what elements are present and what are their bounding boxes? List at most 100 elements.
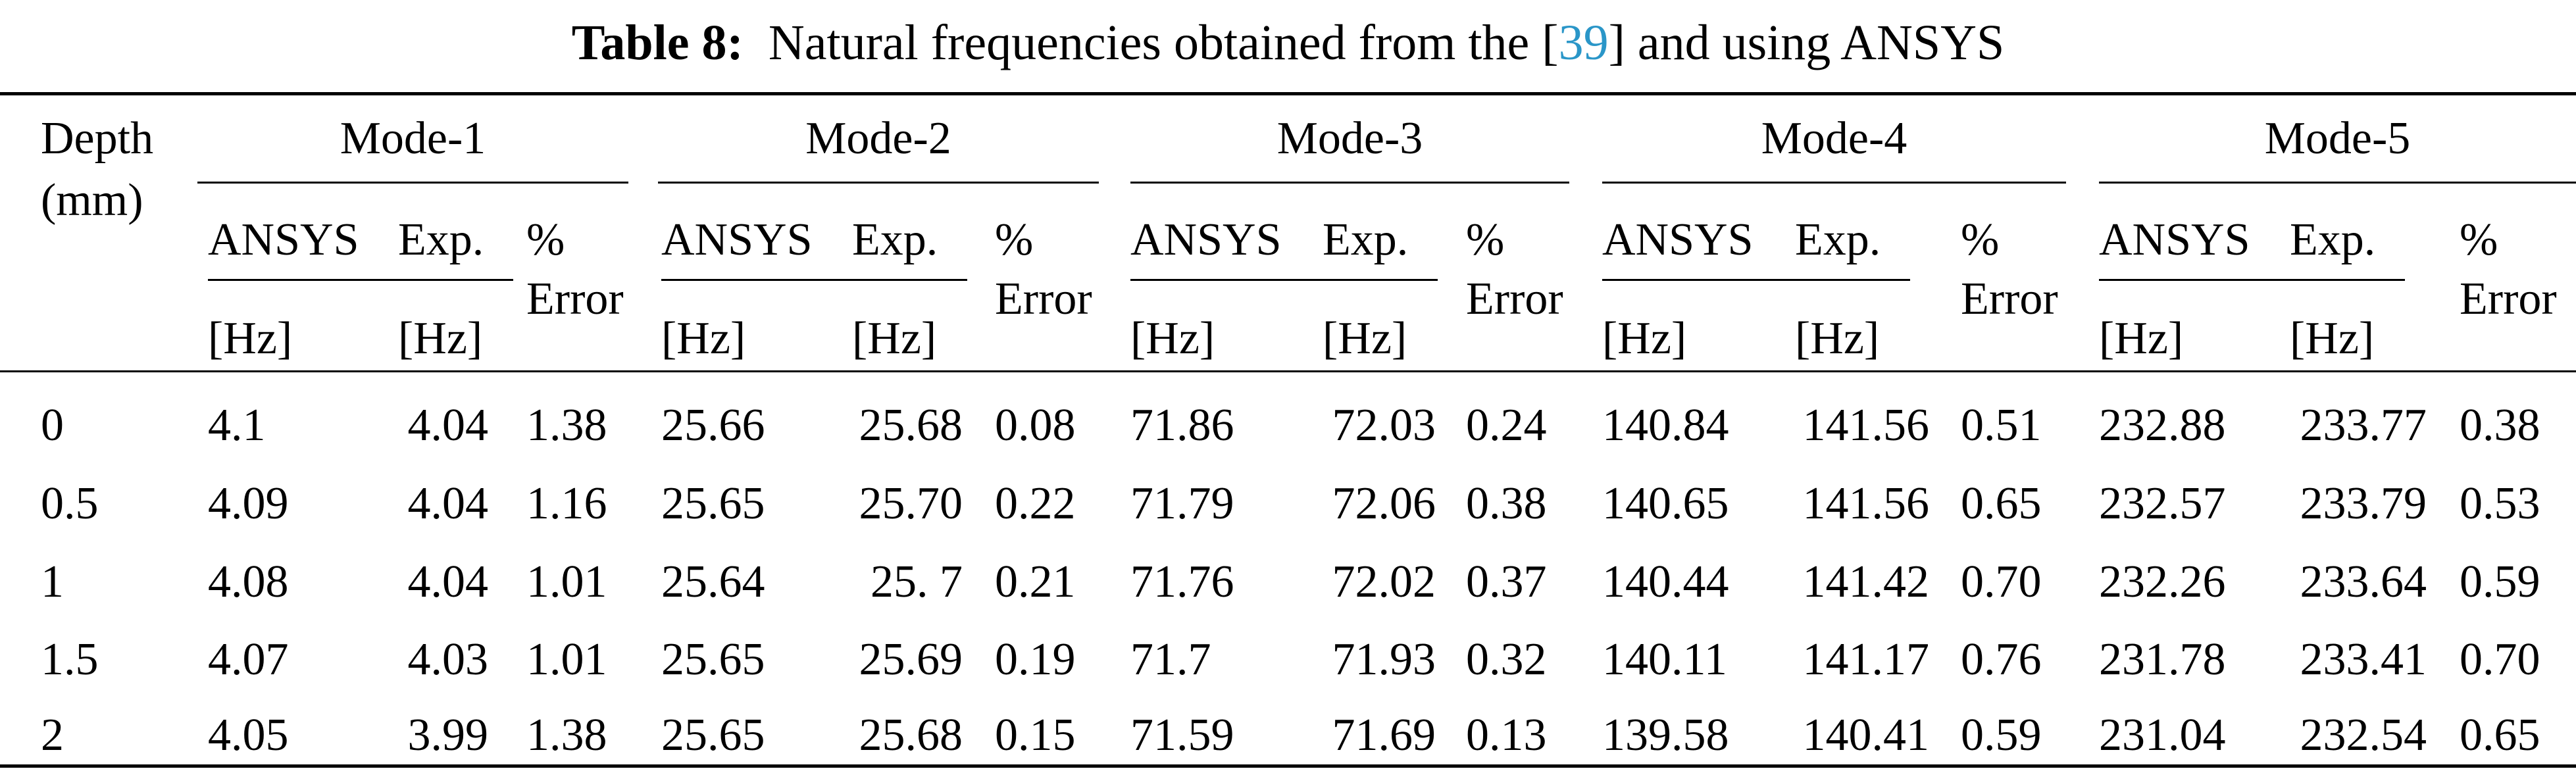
cell-exp-mode-3: 72.06: [1332, 478, 1436, 529]
header-exp-5: Exp.: [2290, 214, 2376, 265]
table-caption: Table 8: Natural frequencies obtained fr…: [0, 0, 2576, 86]
cell-error-mode-3: 0.32: [1466, 634, 1547, 685]
cell-ansys-mode-1: 4.05: [208, 710, 289, 760]
cell-ansys-mode-2: 25.65: [661, 478, 765, 529]
table-header-rule: [0, 370, 2576, 372]
cell-ansys-mode-3: 71.7: [1130, 634, 1211, 685]
header-ansys-hz-1: [Hz]: [208, 313, 293, 364]
header-exp-3: Exp.: [1323, 214, 1409, 265]
cell-exp-mode-2: 25. 7: [871, 557, 963, 607]
cell-exp-mode-3: 72.03: [1332, 400, 1436, 451]
cell-exp-mode-3: 71.69: [1332, 710, 1436, 760]
citation-link[interactable]: 39: [1558, 15, 1609, 70]
cell-exp-mode-2: 25.70: [859, 478, 963, 529]
cell-ansys-mode-2: 25.65: [661, 634, 765, 685]
cell-error-mode-2: 0.22: [995, 478, 1076, 529]
ansys-exp-underline-5: [2099, 279, 2405, 281]
cell-ansys-mode-5: 232.88: [2099, 400, 2226, 451]
table-row-depth: 1.5: [41, 634, 99, 685]
header-mode-5: Mode-5: [2264, 113, 2411, 164]
mode-underline-3: [1130, 182, 1569, 184]
cell-ansys-mode-5: 232.57: [2099, 478, 2226, 529]
cell-ansys-mode-4: 140.11: [1602, 634, 1727, 685]
mode-underline-5: [2099, 182, 2576, 184]
header-pct-3: %: [1466, 214, 1505, 265]
cell-ansys-mode-2: 25.65: [661, 710, 765, 760]
cell-ansys-mode-1: 4.07: [208, 634, 289, 685]
table-top-rule: [0, 92, 2576, 95]
header-exp-2: Exp.: [852, 214, 938, 265]
mode-underline-1: [197, 182, 628, 184]
ansys-exp-underline-2: [661, 279, 967, 281]
cell-exp-mode-4: 141.56: [1802, 478, 1930, 529]
cell-ansys-mode-3: 71.79: [1130, 478, 1234, 529]
cell-exp-mode-1: 4.04: [407, 400, 489, 451]
cell-error-mode-4: 0.59: [1961, 710, 2042, 760]
header-exp-4: Exp.: [1795, 214, 1881, 265]
header-error-1: Error: [526, 274, 624, 324]
cell-error-mode-5: 0.65: [2460, 710, 2540, 760]
cell-ansys-mode-4: 140.65: [1602, 478, 1729, 529]
cell-error-mode-4: 0.76: [1961, 634, 2042, 685]
cell-error-mode-2: 0.21: [995, 557, 1076, 607]
mode-underline-2: [658, 182, 1099, 184]
cell-ansys-mode-4: 140.84: [1602, 400, 1729, 451]
cell-exp-mode-5: 232.54: [2300, 710, 2427, 760]
cell-exp-mode-3: 72.02: [1332, 557, 1436, 607]
cell-error-mode-1: 1.16: [526, 478, 607, 529]
cell-exp-mode-4: 141.17: [1802, 634, 1930, 685]
cell-ansys-mode-2: 25.64: [661, 557, 765, 607]
cell-exp-mode-1: 4.04: [407, 557, 489, 607]
header-depth-unit: (mm): [41, 175, 143, 226]
header-mode-2: Mode-2: [805, 113, 951, 164]
cell-error-mode-3: 0.13: [1466, 710, 1547, 760]
cell-error-mode-3: 0.38: [1466, 478, 1547, 529]
cell-exp-mode-2: 25.68: [859, 400, 963, 451]
ansys-exp-underline-4: [1602, 279, 1910, 281]
header-ansys-hz-2: [Hz]: [661, 313, 746, 364]
header-error-3: Error: [1466, 274, 1563, 324]
cell-ansys-mode-3: 71.76: [1130, 557, 1234, 607]
header-depth: Depth: [41, 113, 154, 164]
header-pct-2: %: [995, 214, 1034, 265]
header-ansys-3: ANSYS: [1130, 214, 1282, 265]
cell-error-mode-4: 0.65: [1961, 478, 2042, 529]
cell-exp-mode-2: 25.69: [859, 634, 963, 685]
caption-label: Table 8:: [571, 15, 744, 70]
cell-ansys-mode-5: 231.04: [2099, 710, 2226, 760]
header-pct-4: %: [1961, 214, 2000, 265]
cell-ansys-mode-1: 4.08: [208, 557, 289, 607]
cell-error-mode-3: 0.24: [1466, 400, 1547, 451]
cell-error-mode-3: 0.37: [1466, 557, 1547, 607]
header-ansys-2: ANSYS: [661, 214, 813, 265]
cell-ansys-mode-5: 232.26: [2099, 557, 2226, 607]
caption-text-end: ] and using ANSYS: [1608, 15, 2005, 70]
ansys-exp-underline-3: [1130, 279, 1438, 281]
cell-error-mode-2: 0.08: [995, 400, 1076, 451]
cell-error-mode-1: 1.01: [526, 557, 607, 607]
cell-exp-mode-5: 233.41: [2300, 634, 2427, 685]
cell-exp-mode-5: 233.79: [2300, 478, 2427, 529]
header-error-5: Error: [2460, 274, 2557, 324]
header-ansys-5: ANSYS: [2099, 214, 2250, 265]
header-mode-1: Mode-1: [340, 113, 486, 164]
header-error-4: Error: [1961, 274, 2058, 324]
cell-error-mode-1: 1.38: [526, 710, 607, 760]
cell-error-mode-5: 0.59: [2460, 557, 2540, 607]
header-mode-4: Mode-4: [1761, 113, 1907, 164]
cell-exp-mode-1: 4.03: [407, 634, 489, 685]
cell-error-mode-5: 0.38: [2460, 400, 2540, 451]
cell-ansys-mode-5: 231.78: [2099, 634, 2226, 685]
cell-exp-mode-2: 25.68: [859, 710, 963, 760]
header-pct-5: %: [2460, 214, 2498, 265]
mode-underline-4: [1602, 182, 2066, 184]
cell-exp-mode-1: 4.04: [407, 478, 489, 529]
cell-error-mode-2: 0.19: [995, 634, 1076, 685]
header-error-2: Error: [995, 274, 1092, 324]
cell-exp-mode-4: 141.42: [1802, 557, 1930, 607]
ansys-exp-underline-1: [208, 279, 513, 281]
caption-text: Natural frequencies obtained from the [: [768, 15, 1559, 70]
cell-error-mode-5: 0.70: [2460, 634, 2540, 685]
cell-ansys-mode-4: 139.58: [1602, 710, 1729, 760]
table-bottom-rule: [0, 764, 2576, 768]
